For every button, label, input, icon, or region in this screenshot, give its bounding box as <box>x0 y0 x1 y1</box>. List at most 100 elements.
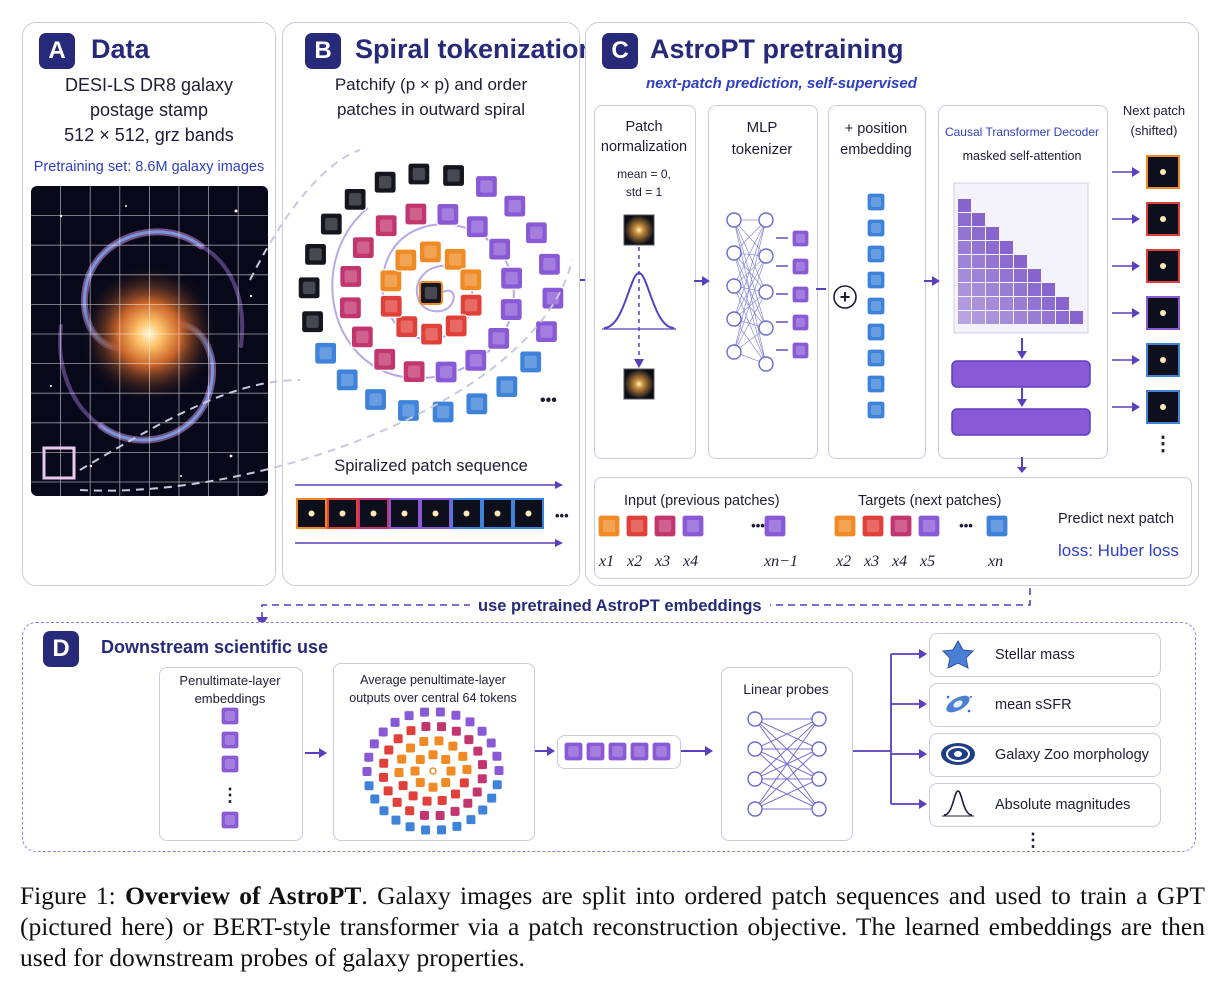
output-label-3: Galaxy Zoo morphology <box>995 747 1149 763</box>
loss-label: loss: Huber loss <box>1058 541 1179 560</box>
spiral-patch <box>343 187 367 211</box>
average-token <box>419 810 429 820</box>
next-patch <box>1146 202 1180 236</box>
average-token <box>441 755 451 765</box>
position-token <box>866 400 886 420</box>
attention-cell <box>972 283 985 296</box>
target-token <box>889 514 913 538</box>
spiral-patch <box>495 375 519 399</box>
panel-b-title: Spiral tokenization <box>355 34 596 64</box>
attention-cell <box>986 283 999 296</box>
probe-node <box>747 801 763 817</box>
average-token <box>383 786 393 796</box>
embedding-token <box>220 754 240 774</box>
position-token <box>866 374 886 394</box>
average-token <box>428 782 438 792</box>
spiral-patch <box>300 310 325 334</box>
attention-cell <box>958 311 971 324</box>
mlp-tokenizer-box <box>708 105 818 459</box>
spiral-patch-layout: ••• <box>297 162 565 424</box>
attention-cell <box>1042 297 1055 310</box>
attention-cell <box>972 297 985 310</box>
average-token <box>394 767 404 777</box>
decoder-title: Causal Transformer Decoder <box>944 125 1100 139</box>
probe-node <box>811 711 827 727</box>
spiral-patch <box>464 348 488 372</box>
panel-a-badge: A <box>39 33 75 69</box>
panel-c-pretraining: C AstroPT pretraining next-patch predict… <box>585 22 1199 586</box>
spiral-patch <box>419 322 444 346</box>
next-patch-title-1: Next patch <box>1122 103 1186 118</box>
panel-d-badge: D <box>43 631 79 667</box>
average-token <box>421 825 431 835</box>
average-token <box>405 806 415 816</box>
average-token <box>451 726 461 736</box>
mlp-token <box>791 257 810 276</box>
average-token <box>378 727 388 737</box>
average-token <box>478 805 488 815</box>
average-token <box>362 766 372 776</box>
average-token <box>405 822 415 832</box>
attention-cell <box>1000 241 1013 254</box>
spiral-patch <box>303 242 328 266</box>
average-token <box>404 711 414 721</box>
attention-cell <box>986 297 999 310</box>
spiral-patch <box>338 296 363 320</box>
token-rows: ••• ••• <box>597 514 1009 538</box>
mlp-node <box>726 245 742 261</box>
pretraining-set-label: Pretraining set: 8.6M galaxy images <box>33 159 265 175</box>
input-label: Input (previous patches) <box>624 493 780 509</box>
spiral-ellipsis: ••• <box>540 392 557 409</box>
attention-cell <box>1014 311 1027 324</box>
input-token <box>763 514 787 538</box>
avg-title-2: outputs over central 64 tokens <box>349 691 517 705</box>
attention-cell <box>1028 311 1041 324</box>
attention-cell <box>972 227 985 240</box>
targets-label: Targets (next patches) <box>858 493 1002 509</box>
average-token <box>364 752 374 762</box>
panel-b-spiral-tokenization: B Spiral tokenization Patchify (p × p) a… <box>282 22 595 586</box>
caption-bold: Overview of AstroPT <box>125 881 362 910</box>
pos-title-2: embedding <box>840 142 912 158</box>
norm-mean: mean = 0, <box>617 167 671 181</box>
pos-title-1: + position <box>844 121 908 137</box>
attention-cell <box>986 241 999 254</box>
panel-b-badge: B <box>305 33 341 69</box>
average-token <box>397 754 407 764</box>
attention-cell <box>972 311 985 324</box>
downstream-graphics: ⋮ ⋮ <box>220 639 1042 850</box>
attention-cell <box>958 269 971 282</box>
pooled-token <box>563 741 584 762</box>
attention-cell <box>958 255 971 268</box>
average-token <box>463 798 473 808</box>
probe-node <box>747 771 763 787</box>
embedding-token <box>220 730 240 750</box>
mlp-title-1: MLP <box>746 119 778 136</box>
attention-cell <box>972 213 985 226</box>
panel-a-desc-1: DESI-LS DR8 galaxy <box>64 75 234 95</box>
attention-cell <box>1000 297 1013 310</box>
average-token <box>477 726 487 736</box>
spiral-patch <box>444 314 468 338</box>
probe-node <box>747 711 763 727</box>
spiral-patch <box>314 341 338 365</box>
mlp-node <box>726 311 742 327</box>
spiral-patch <box>395 315 419 339</box>
plus-symbol: + <box>840 287 851 307</box>
position-token <box>866 218 886 238</box>
average-token <box>428 750 438 760</box>
average-token <box>436 825 446 835</box>
average-token <box>398 781 408 791</box>
mlp-token <box>791 229 810 248</box>
spiral-patch <box>373 170 397 194</box>
sequence-ellipsis: ••• <box>555 508 569 523</box>
average-token <box>419 737 429 747</box>
caption-prefix: Figure 1: <box>20 881 126 910</box>
panel-a-desc-2: postage stamp <box>89 100 209 120</box>
spiral-patch <box>465 215 489 239</box>
average-token <box>393 734 403 744</box>
target-token <box>917 514 941 538</box>
average-token <box>364 781 374 791</box>
attention-cell <box>958 283 971 296</box>
average-token <box>392 797 402 807</box>
